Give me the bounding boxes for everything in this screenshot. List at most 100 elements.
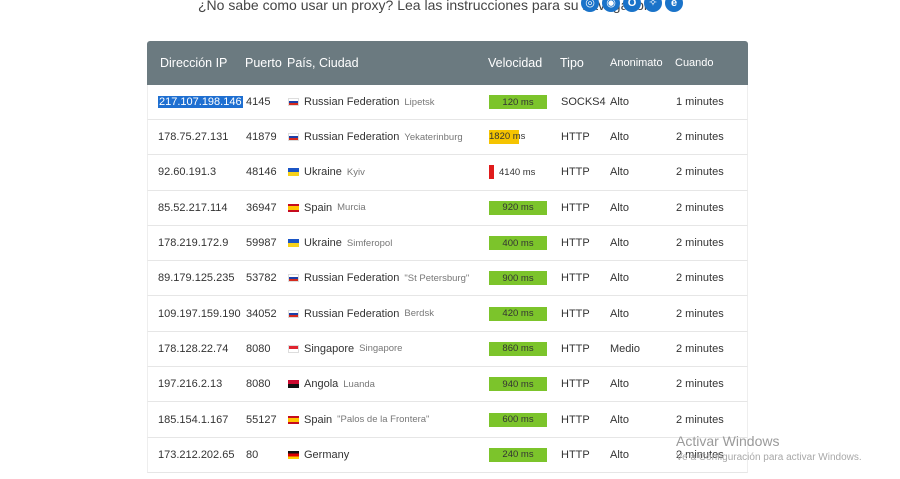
flag-ua-icon	[288, 239, 299, 248]
country-name: Russian Federation	[304, 307, 400, 320]
firefox-icon[interactable]: ✧	[644, 0, 662, 12]
speed-cell: 420 ms	[489, 306, 547, 321]
howto-text: ¿No sabe como usar un proxy? Lea las ins…	[198, 0, 653, 13]
type-cell: HTTP	[561, 378, 590, 391]
header-speed[interactable]: Velocidad	[488, 56, 543, 70]
opera-icon[interactable]: O	[623, 0, 641, 12]
table-row[interactable]: 173.212.202.65 80 Germany 240 ms HTTP Alto 2 m…	[147, 437, 748, 473]
when-cell: 2 minutes	[676, 448, 724, 461]
speed-cell: 1820 ms	[489, 130, 525, 145]
speed-cell: 900 ms	[489, 271, 547, 286]
header-ip[interactable]: Dirección IP	[160, 56, 228, 70]
ip-cell[interactable]: 178.128.22.74	[158, 343, 228, 355]
table-row[interactable]: 85.52.217.114 36947 Spain Murcia 920 ms HTTP A…	[147, 190, 748, 226]
ip-address[interactable]: 85.52.217.114	[158, 201, 228, 214]
ip-address[interactable]: 178.75.27.131	[158, 131, 229, 144]
table-row[interactable]: 109.197.159.190 34052 Russian Federation Be…	[147, 296, 748, 332]
ip-address[interactable]: 92.60.191.3	[158, 166, 217, 179]
anonymity-cell: Medio	[610, 342, 640, 355]
ip-address[interactable]: 89.179.125.235	[158, 272, 235, 285]
ip-cell[interactable]: 197.216.2.13	[158, 378, 222, 390]
country-name: Ukraine	[304, 237, 342, 250]
speed-bar: 860 ms	[489, 341, 547, 356]
type-cell: HTTP	[561, 131, 590, 144]
speed-value: 4140 ms	[499, 166, 536, 178]
type-cell: HTTP	[561, 413, 590, 426]
table-row[interactable]: 178.219.172.9 59987 Ukraine Simferopol 400 m…	[147, 225, 748, 262]
type-cell: HTTP	[561, 166, 590, 179]
city-name: Luanda	[343, 378, 375, 390]
table-row[interactable]: 197.216.2.13 8080 Angola Luanda 940 ms HTTP Al…	[147, 367, 748, 403]
country-name: Spain	[304, 201, 333, 214]
header-port[interactable]: Puerto	[245, 56, 282, 70]
port-cell: 59987	[246, 237, 277, 250]
table-row[interactable]: 89.179.125.235 53782 Russian Federation "St…	[147, 261, 748, 297]
flag-ru-icon	[288, 274, 299, 283]
city-name: Simferopol	[346, 237, 393, 249]
country-name: Singapore	[304, 342, 355, 355]
ip-cell[interactable]: 217.107.198.146	[158, 96, 243, 108]
flag-sg-icon	[288, 344, 299, 353]
anonymity-cell: Alto	[610, 413, 629, 426]
chrome-icon[interactable]: ◉	[602, 0, 620, 12]
port-cell: 48146	[246, 166, 277, 179]
table-row[interactable]: 92.60.191.3 48146 Ukraine Kyiv 4140 ms HTTP Al…	[147, 155, 748, 191]
city-name: Singapore	[359, 343, 403, 355]
ip-address[interactable]: 173.212.202.65	[158, 448, 235, 461]
port-cell: 41879	[246, 131, 277, 144]
speed-bar: 940 ms	[489, 377, 547, 392]
header-type[interactable]: Tipo	[560, 56, 584, 70]
when-cell: 2 minutes	[676, 272, 724, 285]
ip-cell[interactable]: 85.52.217.114	[158, 202, 228, 214]
ip-cell[interactable]: 185.154.1.167	[158, 414, 228, 426]
table-row[interactable]: 185.154.1.167 55127 Spain "Palos de la Fron…	[147, 402, 748, 438]
header-when[interactable]: Cuando	[675, 57, 714, 69]
ip-address[interactable]: 185.154.1.167	[158, 413, 229, 426]
speed-cell: 600 ms	[489, 412, 547, 427]
ip-cell[interactable]: 178.219.172.9	[158, 237, 228, 249]
ip-address[interactable]: 178.128.22.74	[158, 342, 229, 355]
ip-cell[interactable]: 173.212.202.65	[158, 449, 234, 461]
flag-es-icon	[288, 203, 299, 212]
when-cell: 1 minutes	[676, 96, 724, 108]
speed-bar: 120 ms	[489, 95, 547, 109]
speed-cell: 940 ms	[489, 377, 547, 392]
table-row[interactable]: 217.107.198.146 4145 Russian Federation Lip…	[147, 85, 748, 120]
table-row[interactable]: 178.75.27.131 41879 Russian Federation Yeka…	[147, 120, 748, 156]
country-name: Russian Federation	[304, 96, 400, 108]
ie-icon[interactable]: e	[665, 0, 683, 12]
ip-address[interactable]: 197.216.2.13	[158, 378, 223, 391]
speed-bar: 420 ms	[489, 306, 547, 321]
flag-ru-icon	[288, 98, 299, 106]
flag-de-icon	[288, 450, 299, 459]
speed-cell: 860 ms	[489, 341, 547, 356]
ip-address[interactable]: 217.107.198.146	[158, 96, 243, 108]
header-anonymity[interactable]: Anonimato	[610, 57, 663, 69]
country-name: Russian Federation	[304, 272, 400, 285]
table-row[interactable]: 178.128.22.74 8080 Singapore Singapore 860 m…	[147, 331, 748, 368]
speed-bar	[489, 130, 519, 145]
speed-bar: 900 ms	[489, 271, 547, 286]
ip-cell[interactable]: 109.197.159.190	[158, 308, 241, 320]
country-cell: Spain "Palos de la Frontera"	[288, 414, 429, 426]
anonymity-cell: Alto	[610, 201, 629, 214]
port-cell: 4145	[246, 96, 271, 108]
when-cell: 2 minutes	[676, 342, 724, 355]
speed-cell: 920 ms	[489, 200, 547, 215]
safari-icon[interactable]: ◎	[581, 0, 599, 12]
city-name: Berdsk	[404, 308, 434, 320]
ip-address[interactable]: 178.219.172.9	[158, 237, 229, 250]
header-country[interactable]: País, Ciudad	[287, 56, 359, 70]
type-cell: HTTP	[561, 342, 590, 355]
speed-bar: 920 ms	[489, 200, 547, 215]
type-cell: SOCKS4	[561, 96, 606, 108]
ip-cell[interactable]: 92.60.191.3	[158, 166, 216, 178]
city-name: Kyiv	[346, 166, 365, 178]
port-cell: 80	[246, 448, 259, 461]
ip-cell[interactable]: 178.75.27.131	[158, 131, 228, 143]
ip-address[interactable]: 109.197.159.190	[158, 307, 241, 320]
city-name: Murcia	[337, 202, 366, 214]
ip-cell[interactable]: 89.179.125.235	[158, 272, 234, 284]
anonymity-cell: Alto	[610, 378, 629, 391]
port-cell: 53782	[246, 272, 277, 285]
